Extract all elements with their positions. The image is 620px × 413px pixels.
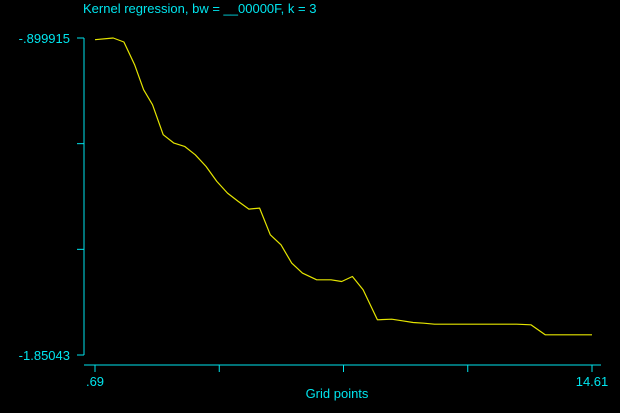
x-tick-label: .69 <box>86 374 104 389</box>
y-tick-label: -1.85043 <box>19 348 70 363</box>
y-tick-label: -.899915 <box>19 31 70 46</box>
x-axis-label: Grid points <box>306 386 369 401</box>
x-tick-label: 14.61 <box>576 374 609 389</box>
series-layer <box>94 37 592 336</box>
y-axis-ticks: -.899915 -1.85043 <box>19 31 84 363</box>
series-line-0 <box>94 37 592 336</box>
x-axis-ticks: .69 14.61 <box>86 365 608 389</box>
chart-title: Kernel regression, bw = __00000F, k = 3 <box>83 1 316 16</box>
